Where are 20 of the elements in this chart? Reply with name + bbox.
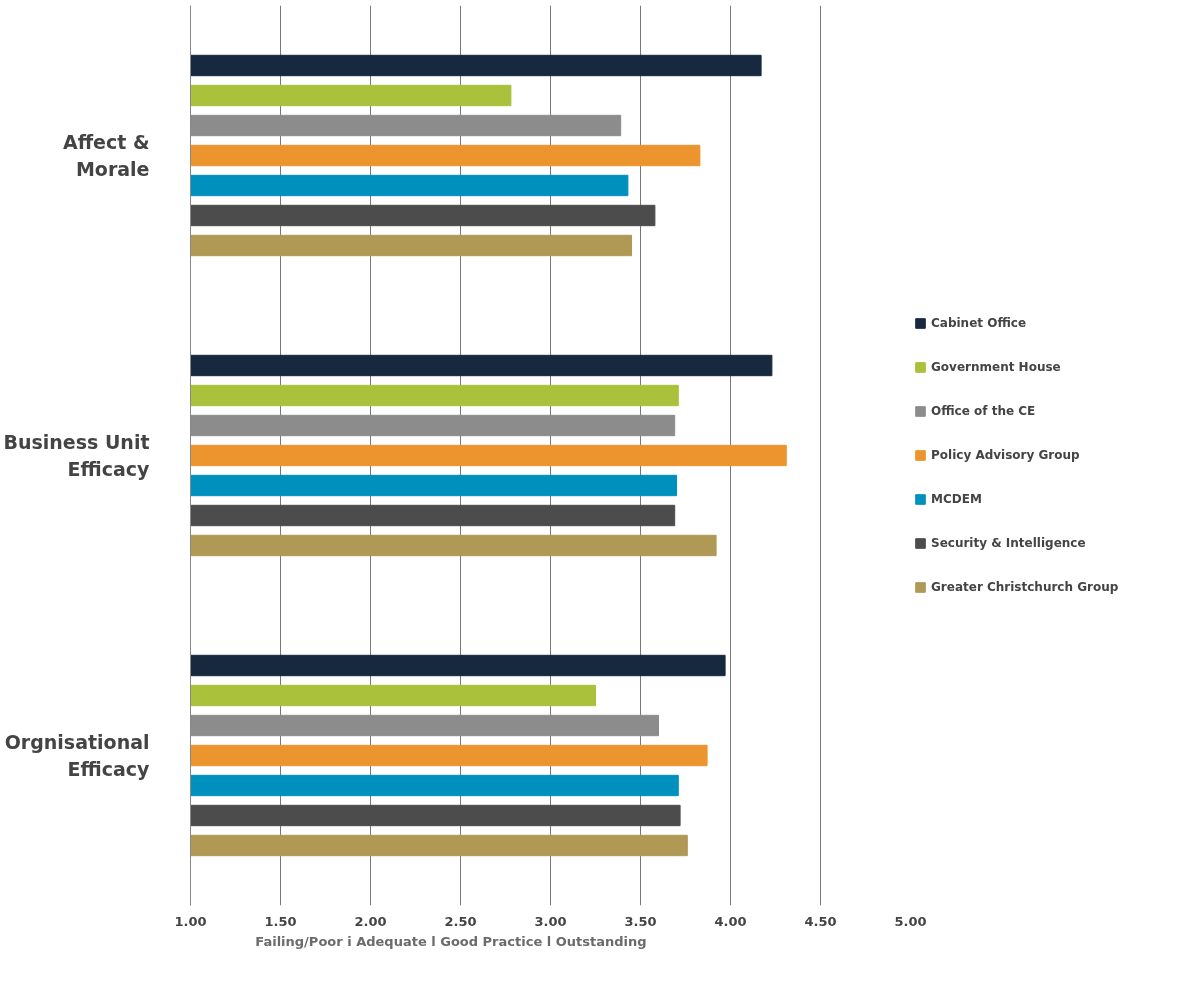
x-tick-label: 5.00 xyxy=(894,913,927,929)
legend-label: Policy Advisory Group xyxy=(931,448,1080,462)
y-tick-label: Business Unit Efficacy xyxy=(3,431,151,480)
x-tick-label: 1.50 xyxy=(264,913,297,929)
legend-label: Greater Christchurch Group xyxy=(931,580,1119,594)
legend-label: MCDEM xyxy=(931,492,982,506)
x-tick-label: 1.00 xyxy=(174,913,207,929)
x-tick-label: 3.50 xyxy=(624,913,657,929)
x-tick-label: 4.00 xyxy=(714,913,747,929)
legend-label: Government House xyxy=(931,360,1061,374)
legend-label: Cabinet Office xyxy=(931,316,1027,330)
x-tick-label: 4.50 xyxy=(804,913,837,929)
y-tick-label: Affect & Morale xyxy=(62,131,150,180)
x-tick-label: 3.00 xyxy=(534,913,567,929)
x-axis-title: Failing/Poor i Adequate l Good Practice l Outstanding xyxy=(255,933,647,949)
x-tick-label: 2.00 xyxy=(354,913,387,929)
legend-label: Office of the CE xyxy=(931,404,1036,418)
x-tick-label: 2.50 xyxy=(444,913,477,929)
y-tick-label: Orgnisational Efficacy xyxy=(4,731,151,780)
legend-label: Security & Intelligence xyxy=(931,536,1086,550)
